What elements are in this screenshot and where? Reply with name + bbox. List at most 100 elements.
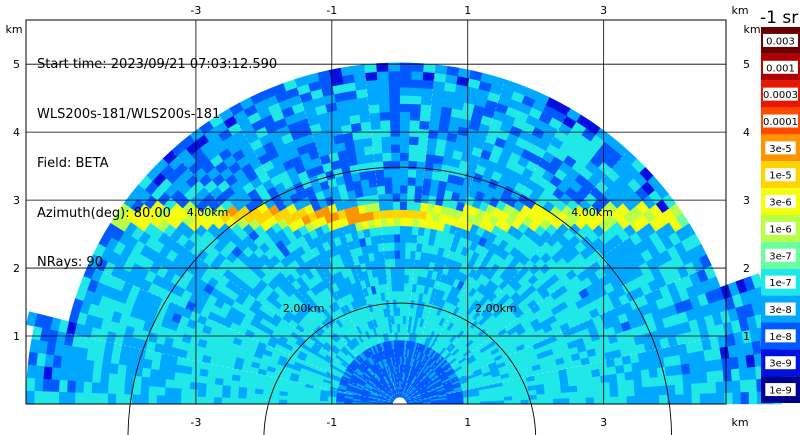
heatmap-cell [404,242,412,252]
heatmap-cell [51,367,61,381]
heatmap-cell [75,369,86,383]
heatmap-cell [91,371,102,384]
heatmap-cell [367,177,378,188]
heatmap-cell [374,161,384,171]
heatmap-cell [393,217,400,227]
heatmap-cell [408,144,419,154]
colorbar-label: 1e-8 [769,332,792,343]
heatmap-cell [278,395,288,401]
heatmap-cell [433,154,444,165]
heatmap-cell [352,64,366,75]
heatmap-cell [409,258,416,268]
heatmap-cell [560,385,570,393]
heatmap-cell [311,397,321,402]
heatmap-cell [50,379,60,393]
heatmap-cell [399,364,402,374]
heatmap-cell [197,382,207,391]
heatmap-cell [254,398,263,405]
heatmap-cell [416,234,424,245]
heatmap-cell [395,274,400,284]
heatmap-cell [221,397,231,405]
scan-info-panel: Start time: 2023/09/21 07:03:12.590 WLS2… [37,24,277,288]
heatmap-cell [33,390,43,405]
heatmap-cell [411,226,419,236]
heatmap-cell [423,169,433,180]
heatmap-cell [430,104,442,115]
heatmap-cell [388,242,395,252]
heatmap-cell [365,161,376,172]
heatmap-cell [422,177,432,188]
heatmap-cell [626,395,636,405]
heatmap-cell [417,144,428,155]
heatmap-cell [722,368,733,382]
heatmap-cell [278,391,288,397]
colorbar-label: 1e-6 [769,224,792,235]
heatmap-cell [50,391,60,405]
heatmap-cell [74,381,85,394]
heatmap-cell [750,273,764,289]
heatmap-cell [373,152,384,163]
heatmap-cell [430,96,443,107]
heatmap-cell [422,71,435,82]
x-tick-label-top: 1 [464,4,471,17]
heatmap-cell [286,395,296,401]
x-tick-label-bottom: 3 [600,416,607,429]
heatmap-cell [164,387,174,397]
heatmap-cell [408,152,418,162]
heatmap-cell [303,400,312,405]
heatmap-cell [376,79,389,89]
colorbar: 0.003 0.001 0.0003 0.0001 3e-5 1e-5 3e-6 1e-6 3e… [761,27,800,403]
heatmap-cell [382,160,392,170]
heatmap-cell [386,217,394,227]
heatmap-cell [124,374,134,386]
heatmap-cell [723,380,733,393]
heatmap-cell [165,371,176,381]
heatmap-cell [688,361,699,374]
heatmap-cell [426,203,436,213]
heatmap-cell [173,380,183,389]
colorbar-label: 0.001 [766,63,795,74]
heatmap-cell [319,398,329,402]
heatmap-cell [378,103,390,113]
heatmap-cell [731,379,741,393]
heatmap-cell [246,393,255,400]
heatmap-cell [181,380,191,390]
heatmap-cell [205,390,215,398]
heatmap-cell [197,389,207,398]
heatmap-cell [360,121,372,131]
heatmap-cell [180,388,190,397]
heatmap-cell [399,95,411,105]
heatmap-cell [99,372,110,384]
heatmap-cell [428,187,439,197]
heatmap-cell [399,119,410,129]
heatmap-cell [394,258,400,268]
colorbar-label: 3e-5 [769,144,792,155]
heatmap-cell [58,391,68,405]
heatmap-cell [222,378,232,387]
heatmap-cell [415,169,425,179]
heatmap-cell [399,307,404,316]
heatmap-cell [42,366,53,380]
heatmap-cell [379,209,388,220]
heatmap-cell [424,153,436,164]
heatmap-cell [520,394,530,401]
heatmap-cell [375,177,385,187]
heatmap-cell [584,383,594,392]
heatmap-cell [384,193,393,203]
heatmap-cell [553,398,562,405]
heatmap-cell [399,258,406,268]
heatmap-cell [674,383,684,395]
heatmap-cell [414,250,422,261]
heatmap-cell [131,385,142,396]
heatmap-cell [172,395,182,405]
heatmap-cell [399,250,406,259]
heatmap-cell [148,394,157,405]
heatmap-cell [664,365,675,377]
heatmap-cell [730,368,741,382]
heatmap-cell [174,364,185,374]
heatmap-cell [623,362,633,373]
heatmap-cell [385,201,394,211]
heatmap-cell [380,127,391,138]
range-ring-label: 2.00km [475,302,517,315]
heatmap-cell [393,233,400,243]
